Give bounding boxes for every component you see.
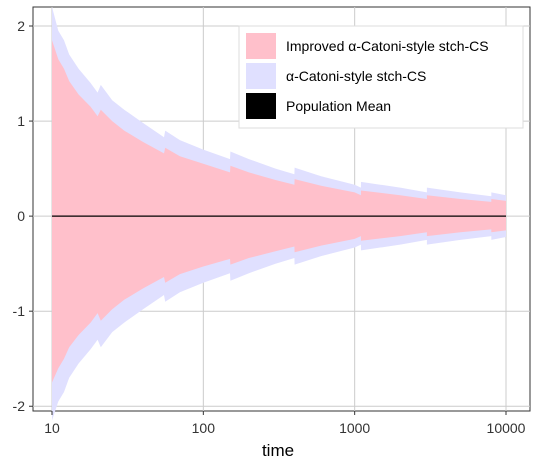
confidence-bands xyxy=(52,7,506,421)
y-tick-label: 0 xyxy=(17,208,25,224)
x-tick-label: 10000 xyxy=(487,420,526,436)
y-axis: -2 -1 0 1 2 xyxy=(13,18,33,414)
x-tick-label: 10 xyxy=(44,420,60,436)
legend-swatch xyxy=(246,93,276,119)
y-tick-label: 2 xyxy=(17,18,25,34)
y-tick-label: -2 xyxy=(13,398,26,414)
x-axis: 10 100 1000 10000 xyxy=(44,411,526,436)
confidence-band xyxy=(52,40,506,383)
x-tick-label: 1000 xyxy=(339,420,370,436)
legend-box xyxy=(238,25,524,129)
legend-label: Population Mean xyxy=(286,98,391,114)
x-tick-label: 100 xyxy=(192,420,216,436)
legend-swatch xyxy=(246,33,276,59)
legend-swatch xyxy=(246,63,276,89)
legend: Improved α-Catoni-style stch-CS α-Catoni-… xyxy=(238,25,524,129)
y-tick-label: -1 xyxy=(13,303,26,319)
legend-label: Improved α-Catoni-style stch-CS xyxy=(286,38,489,54)
legend-label: α-Catoni-style stch-CS xyxy=(286,68,426,84)
x-axis-title: time xyxy=(262,441,294,460)
y-tick-label: 1 xyxy=(17,113,25,129)
